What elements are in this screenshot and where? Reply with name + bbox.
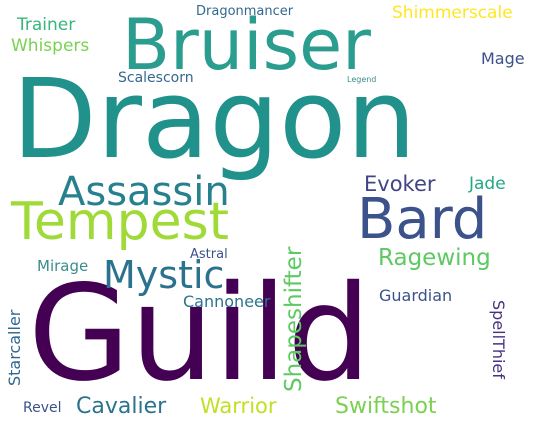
word-evoker: Evoker: [364, 172, 436, 196]
word-cannoneer: Cannoneer: [183, 292, 271, 311]
word-mirage: Mirage: [37, 257, 89, 275]
word-trainer: Trainer: [17, 15, 76, 35]
word-assassin: Assassin: [58, 169, 230, 215]
word-bard: Bard: [357, 187, 488, 252]
word-bruiser: Bruiser: [122, 4, 371, 86]
word-dragon: Dragon: [12, 55, 417, 183]
word-tempest: Tempest: [11, 192, 230, 252]
word-dragonmancer: Dragonmancer: [196, 4, 294, 19]
word-revel: Revel: [23, 400, 62, 416]
word-jade: Jade: [469, 174, 506, 194]
word-whispers: Whispers: [11, 36, 90, 56]
word-spellthief: SpellThief: [489, 300, 508, 379]
word-legend: Legend: [347, 75, 377, 84]
word-shimmerscale: Shimmerscale: [392, 3, 513, 23]
word-guardian: Guardian: [379, 286, 453, 305]
word-shapeshifter: Shapeshifter: [281, 246, 307, 392]
word-ragewing: Ragewing: [378, 245, 491, 271]
word-starcaller: Starcaller: [5, 309, 24, 386]
word-mystic: Mystic: [103, 253, 225, 297]
word-astral: Astral: [190, 247, 228, 262]
word-guild: Guild: [28, 257, 372, 411]
word-scalescorn: Scalescorn: [118, 70, 194, 86]
word-mage: Mage: [481, 49, 525, 68]
word-cavalier: Cavalier: [76, 394, 167, 419]
word-warrior: Warrior: [200, 394, 277, 418]
word-swiftshot: Swiftshot: [335, 394, 437, 419]
